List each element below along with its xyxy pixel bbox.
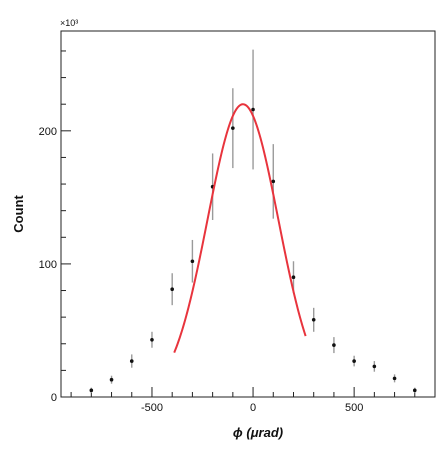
data-point	[89, 388, 94, 393]
y-tick-label: 200	[39, 126, 57, 138]
data-point	[291, 275, 296, 280]
data-point	[392, 376, 397, 381]
data-point	[150, 337, 154, 342]
data-point	[412, 388, 417, 393]
data-point	[170, 287, 174, 291]
data-point	[332, 343, 336, 347]
data-layer	[89, 49, 417, 394]
data-point	[352, 359, 356, 363]
y-multiplier-label: ×10³	[60, 18, 78, 28]
data-point	[372, 364, 377, 369]
y-tick-label: 0	[51, 392, 57, 404]
x-tick-label: -500	[141, 402, 163, 414]
data-point	[129, 359, 134, 363]
data-point	[271, 179, 276, 184]
plot-frame	[60, 30, 436, 398]
data-point	[311, 318, 316, 322]
x-tick-label: 0	[250, 402, 256, 414]
data-point	[251, 107, 255, 112]
y-tick-label: 100	[39, 259, 57, 271]
data-point	[231, 126, 235, 130]
ticks-layer: -500 0 500 0 100 200	[39, 50, 436, 414]
x-tick-label: 500	[345, 402, 363, 414]
fit-curve	[173, 103, 307, 354]
data-point	[190, 259, 195, 264]
y-axis-title: Count	[11, 195, 26, 233]
x-axis-title: ϕ (μrad)	[233, 425, 283, 440]
data-point	[109, 377, 114, 382]
